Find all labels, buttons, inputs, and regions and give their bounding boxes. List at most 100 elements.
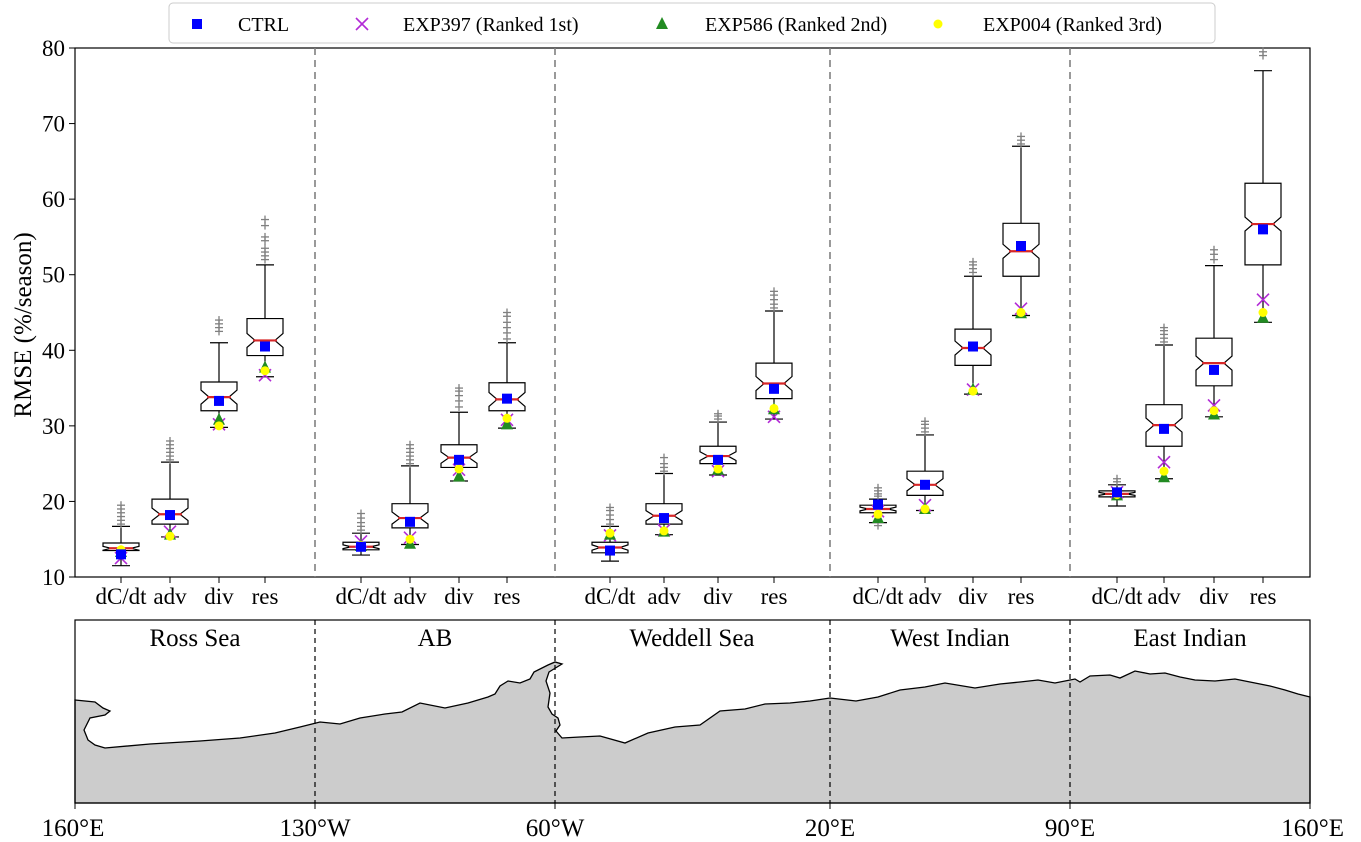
map-x-tick-label: 60°W — [526, 815, 585, 842]
box — [391, 503, 429, 529]
box — [755, 362, 793, 400]
exp004-marker — [713, 464, 723, 474]
x-stroke — [1256, 293, 1270, 307]
exp004-marker — [968, 386, 978, 396]
exp004-marker — [260, 366, 270, 376]
exp004-marker — [920, 504, 930, 514]
exp586-marker — [213, 412, 225, 425]
y-axis-label: RMSE (%/season) — [10, 232, 37, 417]
ctrl-marker — [356, 541, 366, 552]
exp004-marker — [1159, 466, 1169, 476]
map-x-tick-label: 20°E — [805, 815, 855, 842]
y-tick-label: 40 — [42, 338, 65, 363]
exp004-marker — [1258, 308, 1268, 317]
legend-frame — [168, 2, 1216, 44]
ctrl-marker — [659, 513, 669, 524]
antarctic-coastline — [74, 661, 1311, 804]
x-tick-label: div — [958, 584, 988, 609]
x-tick-label: res — [494, 584, 521, 609]
legend: CTRL EXP397 (Ranked 1st) EXP586 (Ranked 2n… — [168, 2, 1216, 44]
x-tick-label: res — [761, 584, 788, 609]
map-x-tick-label: 130°W — [279, 815, 350, 842]
ctrl-marker — [116, 549, 126, 560]
x-tick-label: adv — [647, 584, 681, 609]
x-tick-label: div — [444, 584, 474, 609]
exp004-marker — [165, 531, 175, 541]
ctrl-marker — [214, 395, 224, 406]
ctrl-marker — [260, 341, 270, 352]
x-stroke — [1157, 455, 1171, 469]
ctrl-marker — [405, 516, 415, 527]
legend-label: EXP397 (Ranked 1st) — [403, 14, 579, 36]
ctrl-marker — [1159, 423, 1169, 434]
x-tick-label: dC/dt — [1091, 584, 1143, 609]
y-tick-label: 10 — [42, 565, 65, 590]
exp004-marker — [405, 534, 415, 544]
exp004-marker — [502, 413, 512, 423]
x-tick-label: res — [1008, 584, 1035, 609]
x-tick-label: dC/dt — [95, 584, 147, 609]
y-tick-label: 70 — [42, 112, 65, 137]
ctrl-marker — [968, 341, 978, 352]
region-label: East Indian — [1133, 625, 1247, 652]
exp004-marker — [1016, 308, 1026, 317]
legend-exp004-marker — [933, 19, 943, 29]
ctrl-marker — [873, 499, 883, 510]
legend-exp586-marker — [656, 17, 668, 29]
x-tick-label: adv — [153, 584, 187, 609]
exp586-marker — [501, 417, 513, 430]
region-label: Weddell Sea — [629, 625, 754, 652]
x-tick-label: dC/dt — [335, 584, 387, 609]
region-label: West Indian — [890, 625, 1010, 652]
exp004-marker — [873, 509, 883, 519]
ctrl-marker — [713, 454, 723, 465]
ctrl-marker — [1209, 364, 1219, 375]
x-tick-label: res — [1250, 584, 1277, 609]
y-tick-label: 80 — [42, 36, 65, 61]
exp397-marker — [1157, 455, 1171, 469]
exp397-marker — [1256, 293, 1270, 307]
map-x-tick-label: 90°E — [1045, 815, 1095, 842]
ctrl-marker — [769, 383, 779, 394]
ctrl-marker — [1016, 240, 1026, 251]
map-x-tick-label: 160°E — [42, 815, 105, 842]
x-tick-label: res — [252, 584, 279, 609]
x-tick-label: div — [703, 584, 733, 609]
exp004-marker — [605, 528, 615, 538]
ctrl-marker — [502, 393, 512, 404]
legend-label: CTRL — [238, 14, 289, 36]
exp004-marker — [454, 464, 464, 474]
region-label: AB — [418, 625, 453, 652]
x-tick-label: adv — [393, 584, 427, 609]
x-tick-label: dC/dt — [852, 584, 904, 609]
exp004-marker — [1209, 406, 1219, 416]
legend-label: EXP586 (Ranked 2nd) — [705, 14, 887, 36]
y-tick-label: 30 — [42, 414, 65, 439]
region-label: Ross Sea — [150, 625, 241, 652]
exp004-marker — [769, 403, 779, 413]
plot-frame — [74, 47, 1311, 578]
exp004-marker — [214, 421, 224, 431]
y-tick-label: 60 — [42, 187, 65, 212]
legend-label: EXP004 (Ranked 3rd) — [983, 14, 1162, 36]
ctrl-marker — [165, 510, 175, 521]
x-tick-label: div — [204, 584, 234, 609]
ctrl-marker — [1258, 224, 1268, 235]
exp586-marker — [1158, 470, 1170, 483]
map-x-tick-label: 160°E — [1281, 815, 1344, 842]
exp004-marker — [659, 526, 669, 536]
box — [246, 317, 284, 357]
legend-exp397-marker — [355, 17, 369, 31]
exp586-marker — [453, 469, 465, 482]
ctrl-marker — [605, 545, 615, 556]
x-tick-label: adv — [1147, 584, 1181, 609]
ctrl-marker — [454, 454, 464, 465]
ctrl-marker — [1112, 487, 1122, 498]
legend-ctrl-marker — [192, 19, 202, 29]
x-tick-label: dC/dt — [584, 584, 636, 609]
y-tick-label: 50 — [42, 263, 65, 288]
y-tick-label: 20 — [42, 489, 65, 514]
x-tick-label: div — [1199, 584, 1229, 609]
